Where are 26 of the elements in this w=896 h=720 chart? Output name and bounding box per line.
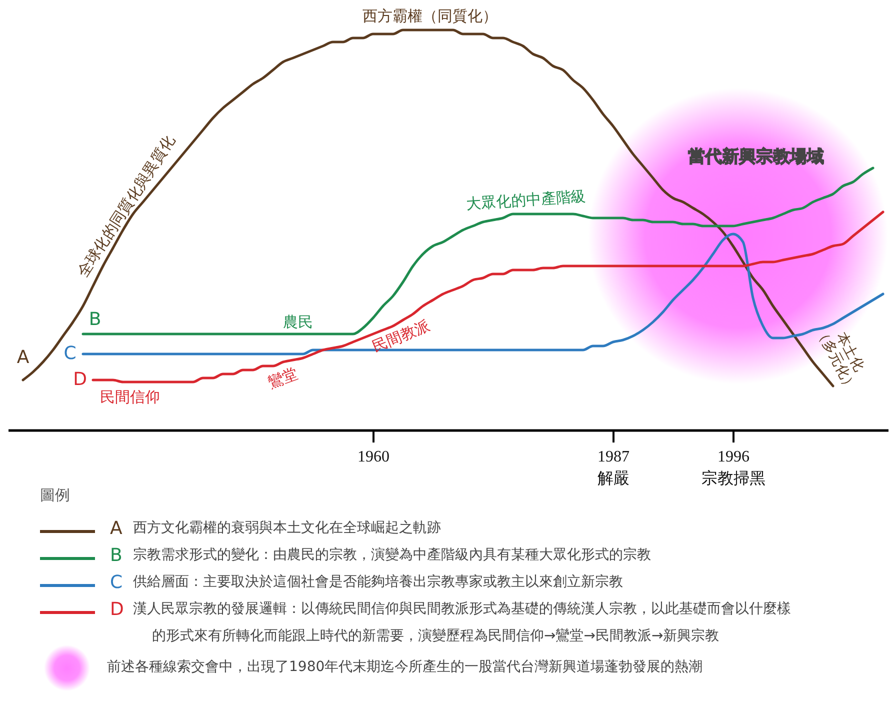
x-tick-label: 1996 宗教掃黑 [702,448,766,488]
x-tick-label: 1960 [358,448,390,466]
text: 前述各種線索交會中，出現了1980年代末期迄今所產生的一股當代台灣新興道場蓬勃發展的熱潮 [107,658,704,677]
annotation: 鸞堂 [266,364,300,392]
annotation: 農民 [283,313,313,331]
annotation: 民間信仰 [100,388,160,406]
legend-label: B [110,545,122,566]
text: 西方霸權（同質化） [362,7,498,25]
text: D [73,369,87,390]
text: 漢人民眾宗教的發展邏輯：以傳統民間信仰與民間教派形式為基礎的傳統漢人宗教，以此基礎而會以什麼樣的形式來有所轉化而能跟上時代的新需要，演變歷程為民間信仰→鸞堂→民間教派→新興宗教 [133,600,792,646]
legend-label: D [110,599,124,620]
text: 宗教需求形式的變化：由農民的宗教，演變為中產階級內具有某種大眾化形式的宗教 [133,546,652,565]
annotation: 全球化的同質化與異質化 [74,132,178,280]
text: B [88,309,102,330]
legend-label: C [110,572,123,593]
annotation: 當代新興宗教場域 [688,147,824,167]
text: 西方文化霸權的衰弱與本土文化在全球崛起之軌跡 [133,519,442,538]
annotation: 大眾化的中產階級 [466,186,586,214]
annotation: 本土化 （多元化） [812,324,867,394]
legend-label: A [110,518,122,539]
text: C [64,343,76,364]
annotation: 民間教派 [370,316,432,356]
text: A [16,347,30,368]
legend-title: 圖例 [40,486,70,505]
text: 供給層面：主要取決於這個社會是否能夠培養出宗教專家或教主以來創立新宗教 [133,573,624,592]
x-tick-label: 1987 解嚴 [598,448,630,488]
